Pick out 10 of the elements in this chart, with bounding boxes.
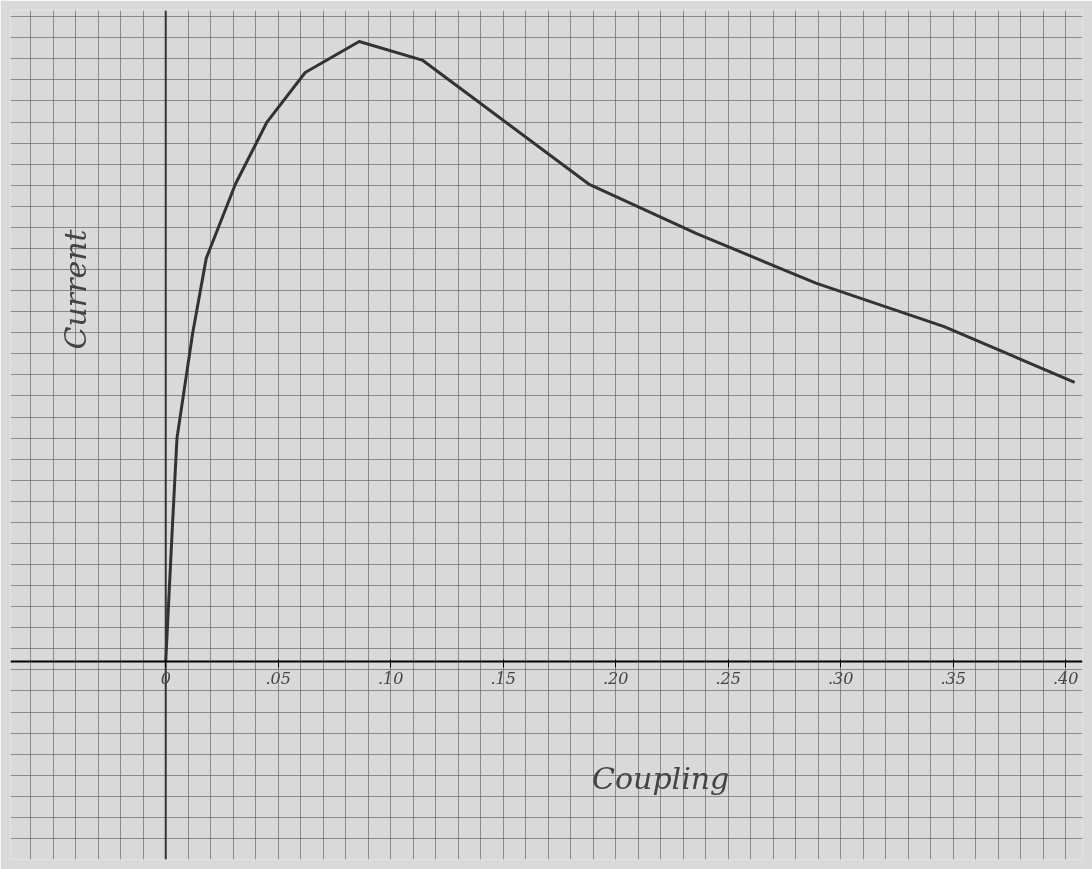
- x-tick-label: .35: [940, 669, 966, 689]
- x-tick-label: .30: [827, 669, 854, 689]
- x-tick-label: .40: [1052, 669, 1079, 689]
- x-axis-title: Coupling: [592, 761, 730, 797]
- x-tick-label: .15: [490, 669, 516, 689]
- y-axis-title: Current: [58, 228, 94, 350]
- x-tick-label: .20: [602, 669, 629, 689]
- x-tick-label: .25: [715, 669, 741, 689]
- x-tick-label: .10: [377, 669, 404, 689]
- x-tick-label: .05: [265, 669, 291, 689]
